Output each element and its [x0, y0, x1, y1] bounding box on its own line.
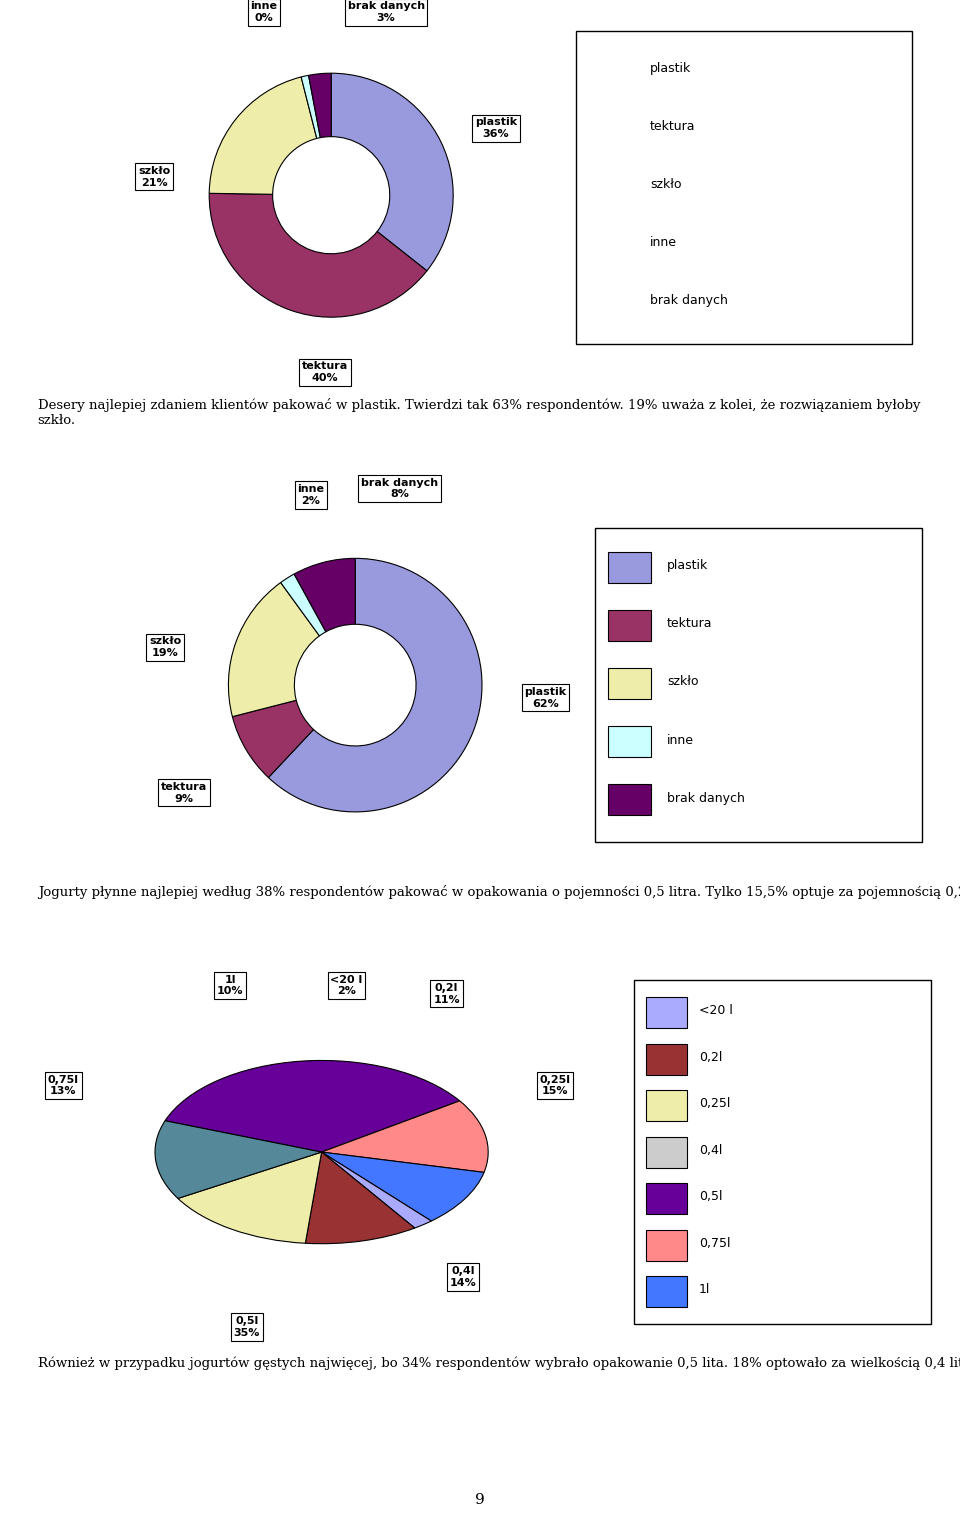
Text: <20 l: <20 l	[699, 1004, 732, 1017]
Wedge shape	[322, 1101, 489, 1173]
Text: Jogurty płynne najlepiej według 38% respondentów pakować w opakowania o pojemnoś: Jogurty płynne najlepiej według 38% resp…	[37, 885, 960, 899]
Wedge shape	[165, 1061, 460, 1151]
Text: Desery najlepiej zdaniem klientów pakować w plastik. Twierdzi tak 63% respondent: Desery najlepiej zdaniem klientów pakowa…	[37, 398, 920, 427]
Text: 0,75l: 0,75l	[699, 1237, 731, 1249]
Text: tektura
40%: tektura 40%	[302, 361, 348, 383]
FancyBboxPatch shape	[589, 170, 634, 202]
FancyBboxPatch shape	[589, 228, 634, 260]
Wedge shape	[269, 559, 482, 811]
Text: szkło: szkło	[650, 178, 682, 191]
Text: szkło: szkło	[667, 675, 699, 689]
Text: 0,25l
15%: 0,25l 15%	[540, 1075, 570, 1096]
Text: plastik
62%: plastik 62%	[524, 687, 566, 709]
Text: 0,25l: 0,25l	[699, 1098, 731, 1110]
Wedge shape	[209, 77, 317, 194]
Text: plastik: plastik	[667, 559, 708, 573]
Wedge shape	[178, 1151, 322, 1243]
Text: Również w przypadku jogurtów gęstych najwięcej, bo 34% respondentów wybrało opak: Również w przypadku jogurtów gęstych naj…	[37, 1356, 960, 1370]
FancyBboxPatch shape	[645, 1229, 687, 1260]
Text: 0,4l: 0,4l	[699, 1144, 723, 1157]
FancyBboxPatch shape	[609, 609, 651, 641]
Wedge shape	[308, 73, 331, 138]
Text: 0,5l: 0,5l	[699, 1191, 723, 1203]
Text: inne: inne	[667, 733, 694, 747]
Text: 0,2l
11%: 0,2l 11%	[433, 983, 460, 1004]
Wedge shape	[209, 193, 427, 317]
Wedge shape	[228, 583, 320, 717]
FancyBboxPatch shape	[645, 1090, 687, 1121]
FancyBboxPatch shape	[589, 286, 634, 318]
Text: plastik: plastik	[650, 61, 691, 75]
Text: 1l: 1l	[699, 1283, 710, 1297]
Text: szkło
19%: szkło 19%	[149, 637, 181, 658]
Wedge shape	[301, 75, 321, 138]
Text: 9: 9	[475, 1493, 485, 1507]
FancyBboxPatch shape	[645, 1044, 687, 1075]
Text: tektura: tektura	[650, 119, 695, 133]
Wedge shape	[322, 1151, 431, 1228]
Text: inne: inne	[650, 236, 677, 250]
FancyBboxPatch shape	[609, 668, 651, 700]
Wedge shape	[322, 1151, 484, 1222]
FancyBboxPatch shape	[645, 1136, 687, 1168]
Text: inne
2%: inne 2%	[298, 484, 324, 505]
Text: 0,75l
13%: 0,75l 13%	[48, 1075, 79, 1096]
FancyBboxPatch shape	[609, 551, 651, 583]
Wedge shape	[305, 1151, 415, 1243]
Text: brak danych: brak danych	[650, 294, 728, 308]
FancyBboxPatch shape	[576, 31, 912, 344]
Text: 0,2l: 0,2l	[699, 1050, 723, 1064]
FancyBboxPatch shape	[609, 726, 651, 758]
FancyBboxPatch shape	[589, 54, 634, 86]
Text: <20 l
2%: <20 l 2%	[330, 975, 363, 997]
Text: tektura
9%: tektura 9%	[161, 782, 207, 804]
Wedge shape	[280, 574, 325, 635]
Text: brak danych
8%: brak danych 8%	[361, 478, 438, 499]
Text: plastik
36%: plastik 36%	[475, 118, 517, 139]
FancyBboxPatch shape	[609, 784, 651, 816]
Text: tektura: tektura	[667, 617, 712, 631]
Wedge shape	[232, 700, 314, 778]
Wedge shape	[155, 1121, 322, 1199]
Wedge shape	[331, 73, 453, 271]
Text: 0,4l
14%: 0,4l 14%	[450, 1266, 476, 1288]
Text: brak danych: brak danych	[667, 792, 745, 805]
FancyBboxPatch shape	[589, 112, 634, 144]
Text: szkło
21%: szkło 21%	[138, 165, 171, 188]
FancyBboxPatch shape	[645, 1183, 687, 1214]
FancyBboxPatch shape	[645, 997, 687, 1029]
FancyBboxPatch shape	[645, 1277, 687, 1307]
Wedge shape	[294, 559, 355, 632]
Text: brak danych
3%: brak danych 3%	[348, 2, 424, 23]
Text: 1l
10%: 1l 10%	[217, 975, 243, 997]
Text: inne
0%: inne 0%	[251, 2, 277, 23]
Text: 0,5l
35%: 0,5l 35%	[233, 1317, 260, 1338]
